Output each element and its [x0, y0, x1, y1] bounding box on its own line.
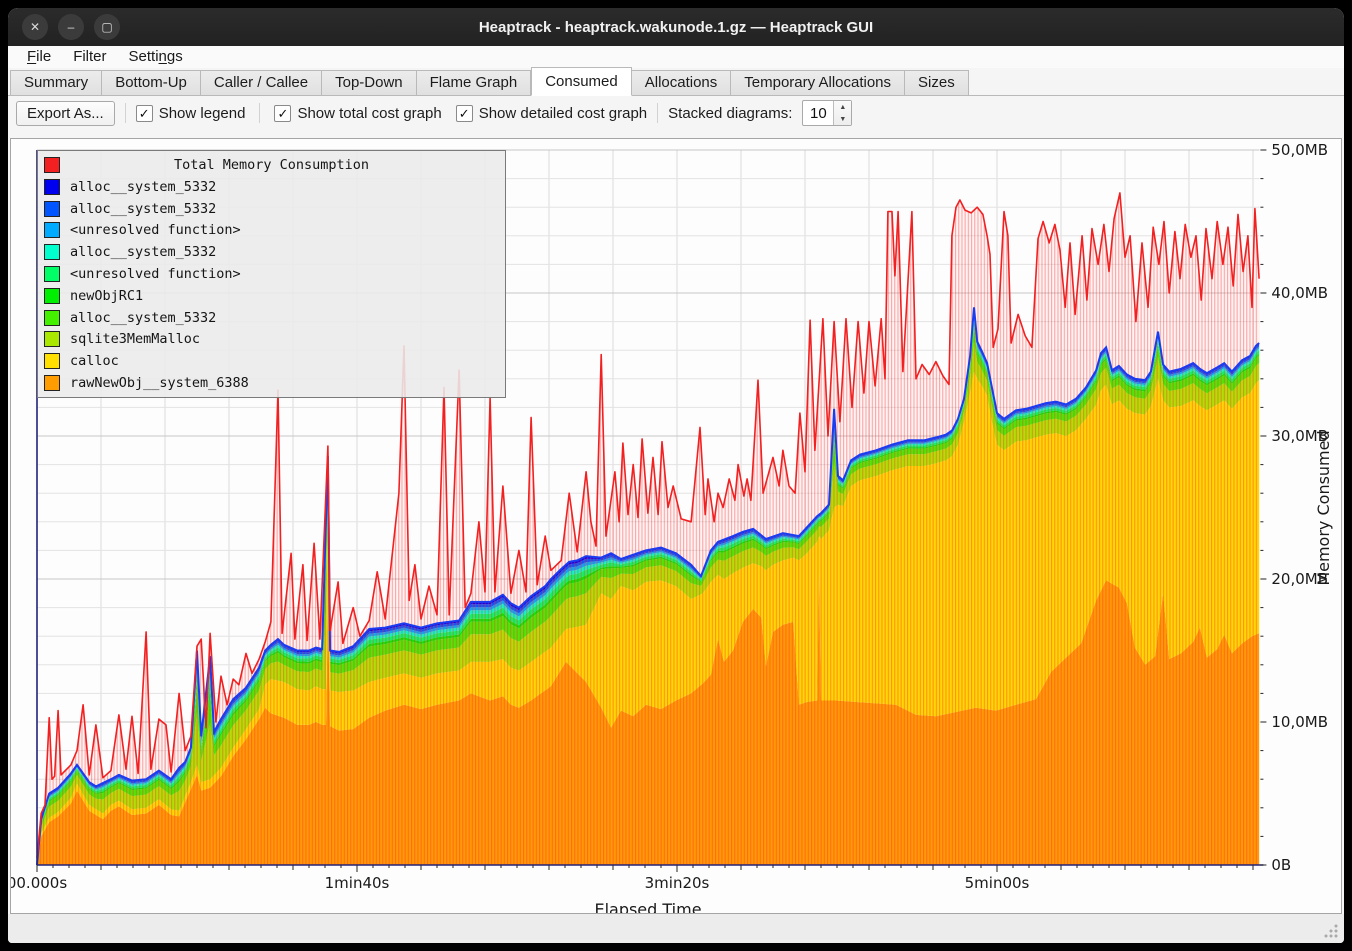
toolbar: Export As... ✓ Show legend ✓ Show total cos… [8, 96, 1344, 130]
toolbar-separator [657, 103, 659, 123]
status-bar [8, 914, 1344, 943]
legend-swatch [44, 375, 60, 392]
tab-bottom-up[interactable]: Bottom-Up [102, 70, 201, 96]
resize-grip[interactable] [1324, 924, 1338, 938]
legend-swatch [44, 309, 60, 326]
svg-text:10,0MB: 10,0MB [1271, 713, 1328, 731]
chart-panel[interactable]: 00.000s 1min40s 3min20s 5min00s 0B 10,0MB 20,0… [8, 138, 1342, 919]
chart-title: Total Memory Consumption [173, 156, 370, 173]
tab-sizes[interactable]: Sizes [905, 70, 969, 96]
checkbox-check-icon[interactable]: ✓ [455, 104, 473, 122]
checkbox-label: Show detailed cost graph [478, 104, 648, 122]
legend-item: rawNewObj__system_6388 [44, 374, 499, 393]
legend-item: calloc [44, 352, 499, 371]
checkbox-label: Show total cost graph [297, 104, 442, 122]
chart-legend: Total Memory Consumption alloc__system_5… [37, 150, 506, 398]
checkbox-check-icon[interactable]: ✓ [135, 104, 153, 122]
close-button[interactable]: ✕ [22, 14, 48, 40]
stack-top-line [36, 307, 1260, 866]
stacked-diagrams-label: Stacked diagrams: [668, 104, 793, 122]
minimize-button[interactable]: – [58, 14, 84, 40]
window-title: Heaptrack - heaptrack.wakunode.1.gz — He… [478, 18, 874, 36]
memory-consumption-chart[interactable]: 00.000s 1min40s 3min20s 5min00s 0B 10,0MB 20,0… [8, 139, 1341, 919]
legend-swatch [44, 353, 60, 370]
menu-item-file[interactable]: File [27, 48, 52, 65]
legend-label: sqlite3MemMalloc [70, 331, 201, 348]
checkbox-show-total-cost-graph[interactable]: ✓ Show total cost graph [274, 104, 442, 122]
legend-label: alloc__system_5332 [70, 178, 217, 195]
legend-label: rawNewObj__system_6388 [70, 375, 249, 392]
y-axis-labels: 0B 10,0MB 20,0MB 30,0MB 40,0MB 50,0MB [1271, 141, 1328, 874]
tab-caller-callee[interactable]: Caller / Callee [200, 70, 323, 96]
legend-item: newObjRC1 [44, 286, 499, 305]
tab-allocations[interactable]: Allocations [631, 70, 732, 96]
svg-text:0B: 0B [1271, 856, 1291, 874]
tab-temporary-allocations[interactable]: Temporary Allocations [731, 70, 906, 96]
total-consumption-area [37, 192, 1260, 865]
legend-swatch [44, 222, 60, 239]
svg-text:30,0MB: 30,0MB [1271, 427, 1328, 445]
window-controls: ✕ – ▢ [22, 14, 120, 40]
tab-bar: Summary Bottom-Up Caller / Callee Top-Down F… [8, 67, 1344, 96]
svg-text:50,0MB: 50,0MB [1271, 141, 1328, 159]
tab-consumed[interactable]: Consumed [531, 67, 632, 96]
legend-swatch [44, 331, 60, 348]
svg-text:5min00s: 5min00s [965, 874, 1030, 892]
svg-text:20,0MB: 20,0MB [1271, 570, 1328, 588]
legend-title-row: Total Memory Consumption [44, 155, 499, 174]
legend-swatch [44, 287, 60, 304]
tab-top-down[interactable]: Top-Down [322, 70, 417, 96]
titlebar[interactable]: ✕ – ▢ Heaptrack - heaptrack.wakunode.1.gz … [8, 8, 1344, 46]
legend-swatch [44, 200, 60, 217]
y-axis-title: Memory Consumed [1314, 430, 1333, 585]
legend-item: alloc__system_5332 [44, 199, 499, 218]
legend-label: alloc__system_5332 [70, 244, 217, 261]
application-window: ✕ – ▢ Heaptrack - heaptrack.wakunode.1.gz … [8, 8, 1344, 943]
spinner-down-icon[interactable]: ▼ [839, 115, 847, 123]
menu-item-filter[interactable]: Filter [73, 48, 107, 65]
total-consumption-line [36, 192, 1260, 858]
legend-item: alloc__system_5332 [44, 243, 499, 262]
toolbar-separator [259, 103, 261, 123]
spinner-up-icon[interactable]: ▲ [839, 103, 847, 111]
legend-label: calloc [70, 353, 119, 370]
menu-item-settings[interactable]: Settings [128, 48, 183, 65]
legend-swatch [44, 178, 60, 195]
maximize-button[interactable]: ▢ [94, 14, 120, 40]
checkbox-show-legend[interactable]: ✓ Show legend [135, 104, 246, 122]
svg-text:00.000s: 00.000s [11, 874, 67, 892]
total-consumption-swatch [44, 156, 60, 173]
svg-text:3min20s: 3min20s [645, 874, 710, 892]
tab-summary[interactable]: Summary [10, 70, 103, 96]
legend-swatch [44, 244, 60, 261]
tab-flame-graph[interactable]: Flame Graph [416, 70, 532, 96]
legend-label: alloc__system_5332 [70, 309, 217, 326]
toolbar-separator [124, 103, 126, 123]
export-as-button[interactable]: Export As... [16, 100, 115, 126]
legend-item: <unresolved function> [44, 264, 499, 283]
y-axis-ticks [1260, 149, 1267, 866]
checkbox-check-icon[interactable]: ✓ [274, 104, 292, 122]
legend-item: sqlite3MemMalloc [44, 330, 499, 349]
legend-label: newObjRC1 [70, 287, 144, 304]
legend-label: <unresolved function> [70, 222, 241, 239]
checkbox-show-detailed-cost-graph[interactable]: ✓ Show detailed cost graph [455, 104, 648, 122]
stacked-diagrams-spinner[interactable]: 10 ▲ ▼ [802, 100, 853, 126]
legend-item: <unresolved function> [44, 221, 499, 240]
legend-item: alloc__system_5332 [44, 177, 499, 196]
checkbox-label: Show legend [158, 104, 246, 122]
svg-text:40,0MB: 40,0MB [1271, 284, 1328, 302]
menubar: File Filter Settings [8, 46, 1344, 68]
legend-label: alloc__system_5332 [70, 200, 217, 217]
x-axis-labels: 00.000s 1min40s 3min20s 5min00s [8, 865, 1030, 892]
legend-swatch [44, 265, 60, 282]
spinner-value[interactable]: 10 [810, 104, 827, 122]
legend-label: <unresolved function> [70, 265, 241, 282]
legend-item: alloc__system_5332 [44, 308, 499, 327]
svg-text:1min40s: 1min40s [325, 874, 390, 892]
x-axis-title: Elapsed Time [594, 900, 701, 913]
